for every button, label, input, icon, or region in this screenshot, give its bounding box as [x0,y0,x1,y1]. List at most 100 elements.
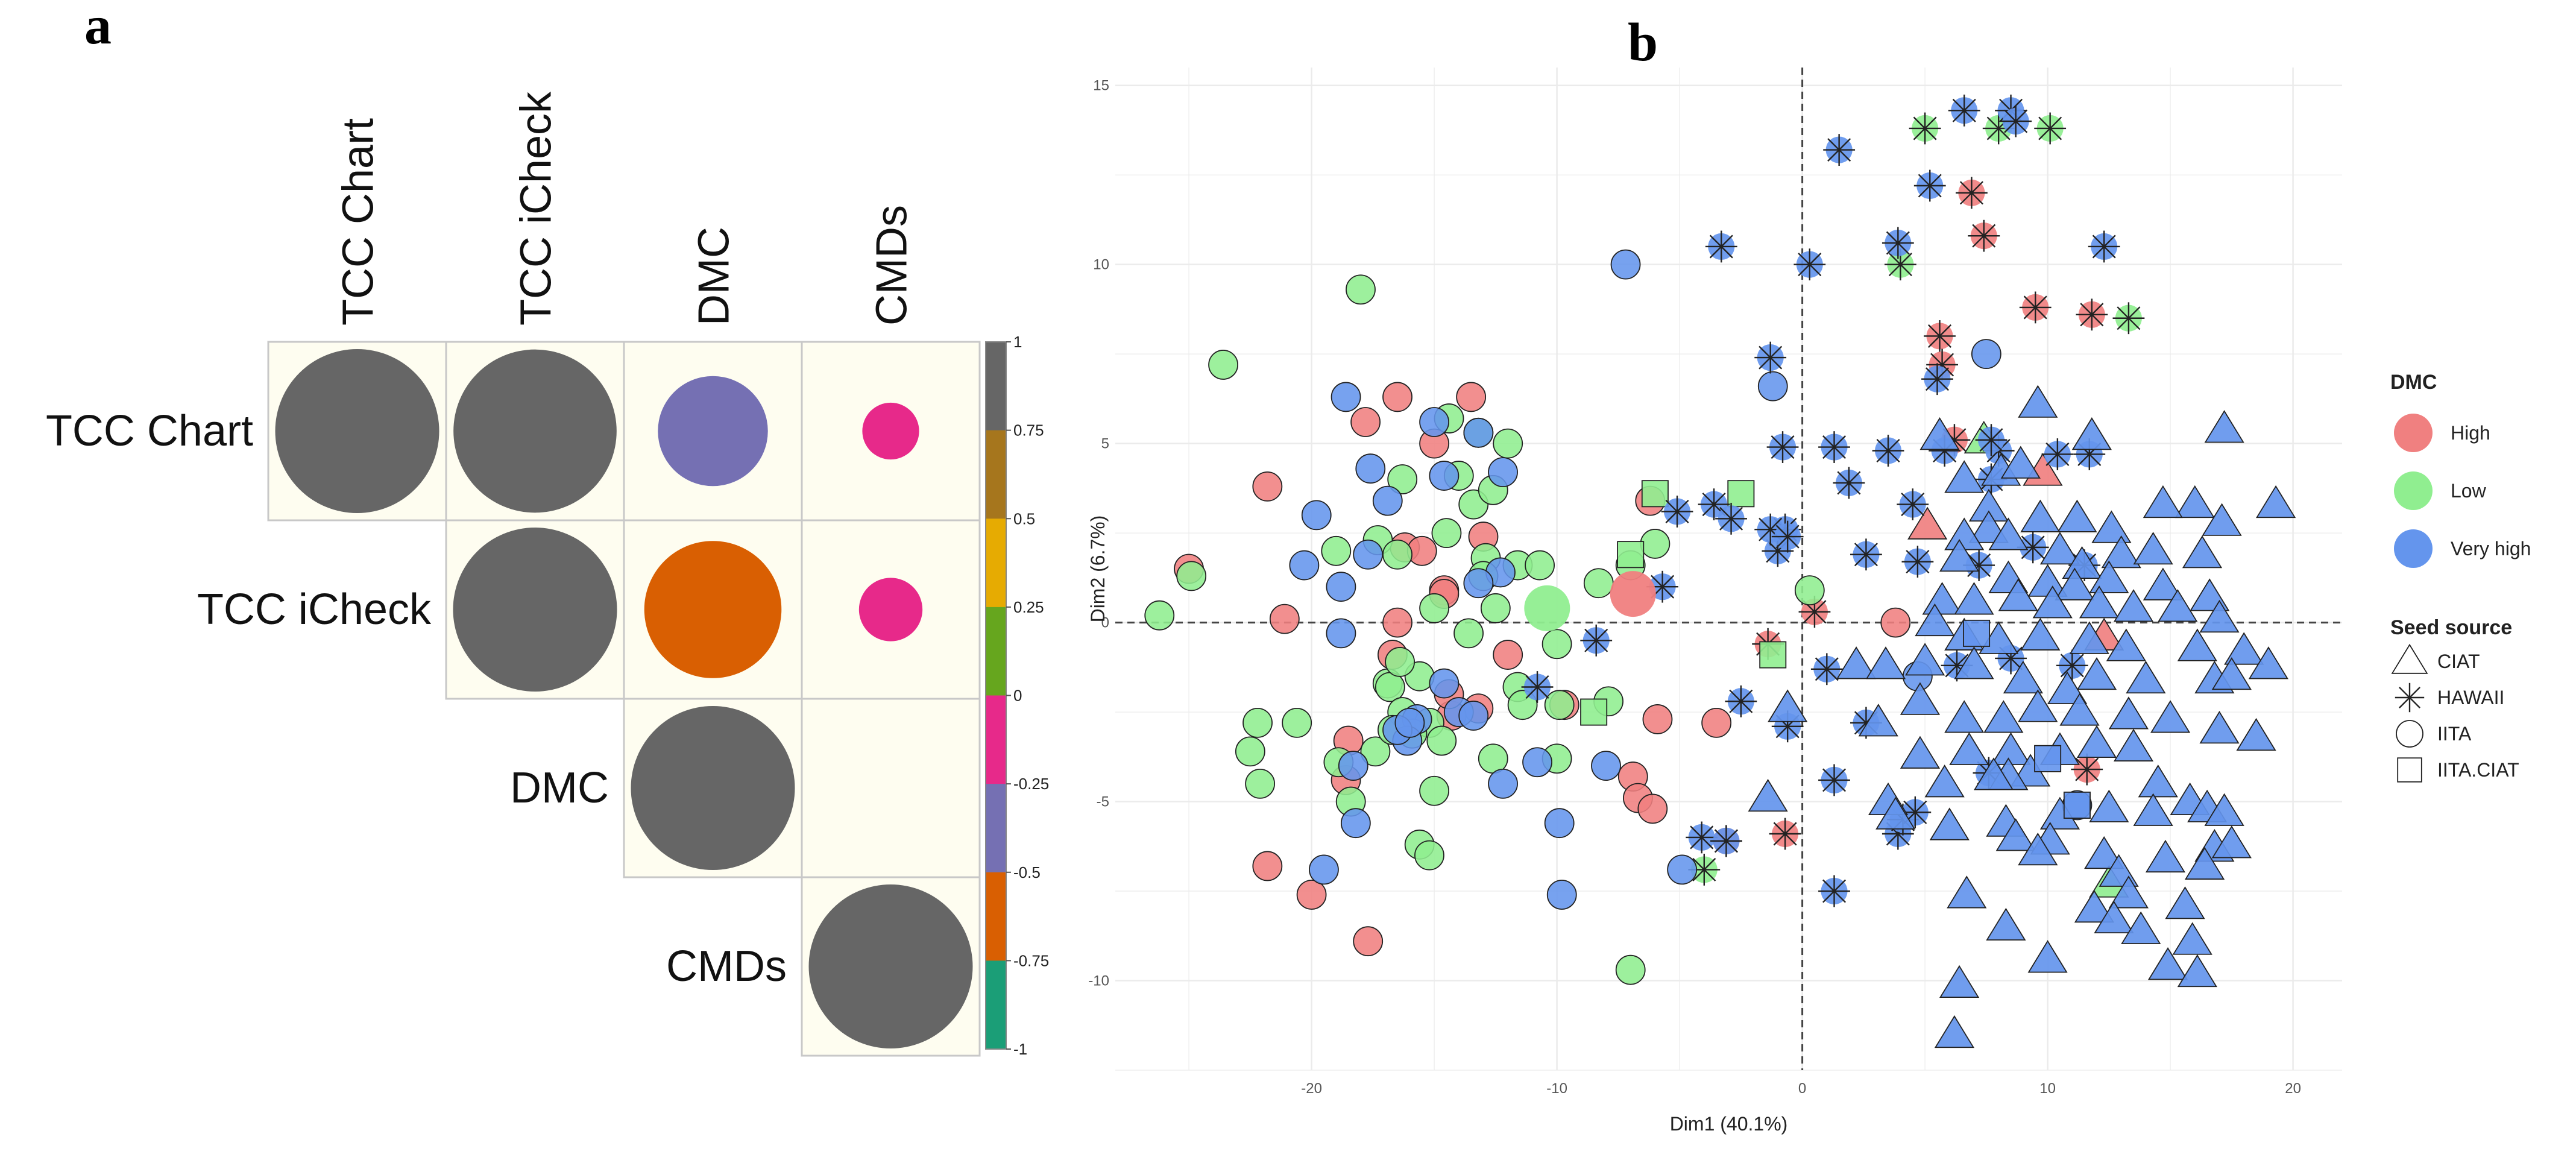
data-point [1757,371,1788,402]
asterisk-stroke [1888,253,1912,277]
asterisk-stroke [1945,654,1969,678]
data-point [1944,460,1985,493]
data-point [2089,560,2129,593]
data-point [2165,886,2205,919]
data-point [2211,657,2252,690]
column-label: CMDs [868,205,916,326]
data-point [1922,582,1962,615]
data-point [1907,506,1948,540]
data-point [2199,599,2240,633]
y-tick-label: -10 [1088,973,1109,989]
data-point [2018,385,2058,418]
data-point [1493,428,1523,459]
legend-source-label: HAWAII [2437,687,2504,708]
data-point [2071,753,2103,786]
data-point [1522,747,1552,778]
data-point [2177,954,2217,988]
data-point [2032,585,2073,619]
data-point [2063,791,2091,819]
asterisk-stroke [1822,768,1847,792]
data-point [1919,417,1960,450]
colorbar-segment [986,695,1006,784]
data-point [1542,629,1572,660]
data-point [1913,169,1946,202]
asterisk-stroke [1690,825,1714,850]
data-point [2147,947,2188,980]
data-point [2089,789,2129,822]
asterisk-stroke [1729,689,1753,713]
data-point [1544,808,1575,839]
colorbar-tick-label: -0.5 [1013,863,1041,881]
data-point [1988,517,2029,550]
data-point [1725,685,1757,717]
data-point [1637,793,1668,824]
data-point [1382,382,1412,412]
corr-circle [808,884,973,1048]
corr-circle [862,402,919,460]
data-point [2150,700,2191,733]
data-point [1833,467,1865,499]
data-point [1710,825,1742,857]
data-point [1823,134,1856,166]
data-point [1661,496,1693,528]
data-point [1387,464,1418,494]
data-point [1939,538,1980,572]
asterisk-stroke [1886,231,1910,255]
data-point [1705,230,1737,263]
data-point [1525,550,1555,581]
data-point [1488,768,1518,799]
data-point [1818,764,1850,796]
data-point [1641,480,1669,508]
data-point [1836,646,1877,679]
data-point [2211,825,2252,859]
asterisk-stroke [1692,857,1716,881]
data-point [2143,485,2183,519]
asterisk-stroke [1967,553,1991,578]
data-point [2172,922,2212,955]
corr-cell [801,698,981,878]
data-point [1382,607,1412,638]
data-point [2018,832,2058,866]
data-point [1144,600,1175,631]
data-point [2039,532,2080,565]
colorbar-segment [986,960,1006,1050]
data-point [1810,653,1843,686]
legend-dmc-swatch [2394,471,2433,510]
group-centroid [1610,571,1656,617]
data-point [1882,227,1914,259]
y-axis-title: Dim2 (6.7%) [1087,515,1109,623]
data-point [1954,646,1994,679]
asterisk-stroke [1584,628,1608,652]
data-point [2071,417,2112,450]
data-point [1850,538,1882,571]
asterisk-stroke [1759,345,1783,370]
data-point [1419,593,1450,623]
data-point [1701,707,1732,738]
data-point [1948,94,1980,127]
data-point [1642,704,1673,734]
data-point [1431,518,1462,549]
data-point [1766,431,1799,463]
asterisk-stroke [2023,295,2047,320]
column-label: TCC Chart [335,118,383,326]
asterisk-stroke [1979,428,2003,452]
data-point [2143,567,2183,600]
asterisk-stroke [1952,98,1976,122]
data-point [1331,382,1361,412]
data-point [2121,911,2161,944]
data-point [1617,541,1645,569]
data-point [2174,485,2215,519]
data-point [1688,854,1721,886]
legend-source-label: IITA.CIAT [2437,759,2519,781]
data-point [1995,818,2036,851]
data-point [2076,657,2117,690]
data-point [2062,546,2102,579]
data-point [1583,568,1614,599]
data-point [2199,711,2240,744]
legend-source-label: CIAT [2437,651,2480,672]
data-point [1394,707,1425,738]
data-point [1269,604,1300,634]
colorbar-segment [986,872,1006,961]
data-point [1748,778,1788,812]
data-point [2204,410,2244,443]
